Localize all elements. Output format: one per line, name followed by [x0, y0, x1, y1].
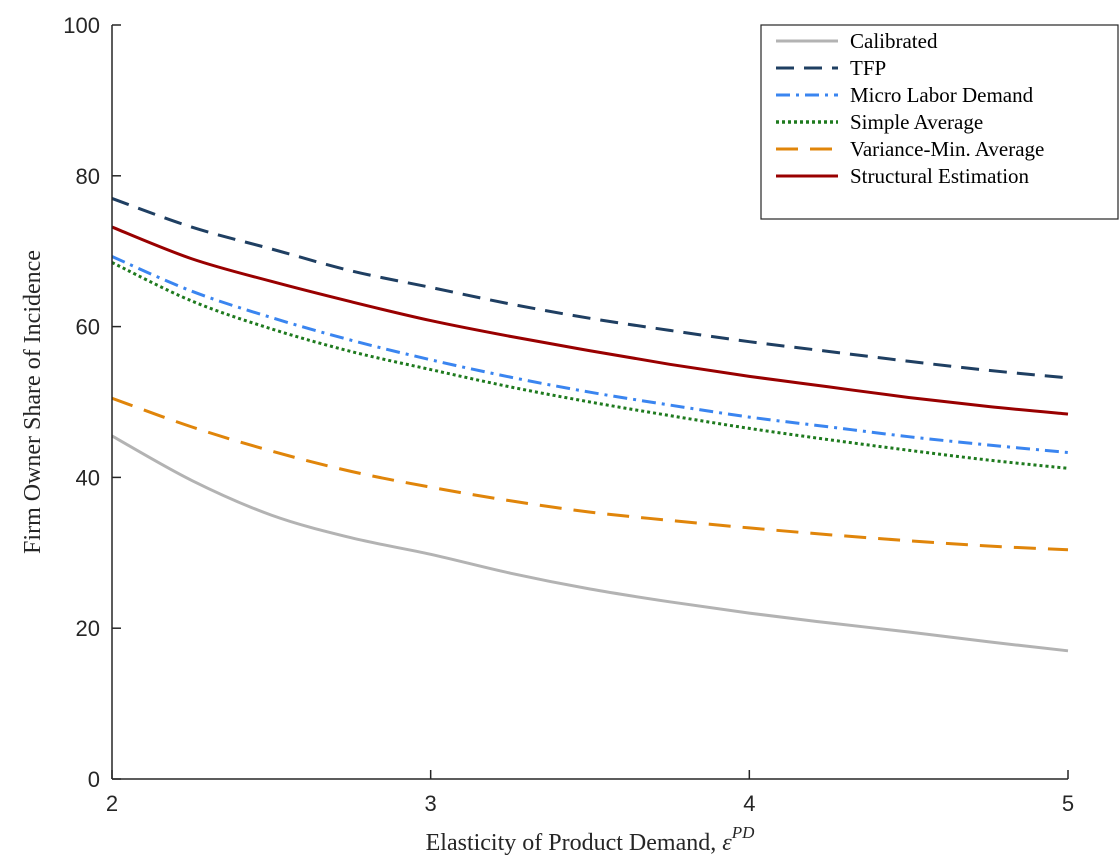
series-line-calibrated	[112, 436, 1068, 651]
series-line-micro-labor-demand	[112, 256, 1068, 452]
x-tick-label: 3	[425, 791, 437, 816]
series-line-simple-average	[112, 263, 1068, 469]
plot-area	[112, 198, 1068, 650]
legend-label-simple-average: Simple Average	[850, 110, 983, 134]
legend-label-tfp: TFP	[850, 56, 886, 80]
x-axis-title-superscript: PD	[731, 823, 755, 842]
legend-label-calibrated: Calibrated	[850, 29, 938, 53]
legend-label-variance-min-average: Variance-Min. Average	[850, 137, 1044, 161]
x-tick-label: 4	[743, 791, 755, 816]
series-line-variance-min-average	[112, 398, 1068, 550]
y-tick-label: 60	[76, 315, 100, 340]
y-tick-label: 40	[76, 465, 100, 490]
legend-label-structural-estimation: Structural Estimation	[850, 164, 1030, 188]
series-line-structural-estimation	[112, 227, 1068, 414]
legend-label-micro-labor-demand: Micro Labor Demand	[850, 83, 1034, 107]
y-tick-label: 20	[76, 616, 100, 641]
y-axis-title: Firm Owner Share of Incidence	[20, 250, 46, 554]
x-axis-title: Elasticity of Product Demand, εPD	[426, 823, 755, 856]
y-tick-label: 80	[76, 164, 100, 189]
y-tick-label: 0	[88, 767, 100, 792]
x-tick-label: 2	[106, 791, 118, 816]
x-ticks: 2 3 4 5	[106, 770, 1074, 816]
y-tick-label: 100	[63, 13, 100, 38]
x-axis-title-text: Elasticity of Product Demand,	[426, 830, 723, 856]
legend: Calibrated TFP Micro Labor Demand Simple Av…	[761, 25, 1118, 219]
x-tick-label: 5	[1062, 791, 1074, 816]
